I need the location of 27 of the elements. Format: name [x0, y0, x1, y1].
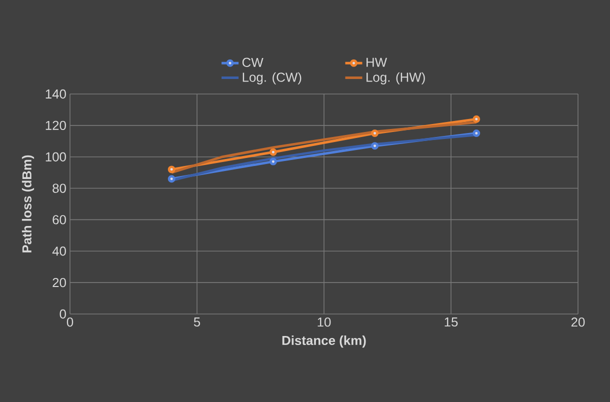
y-tick-label: 80: [52, 184, 66, 193]
y-tick-label: 40: [52, 246, 66, 256]
legend-label: Log. (HW): [366, 72, 425, 84]
point: [371, 130, 379, 138]
x-tick-label: 20: [571, 318, 585, 327]
y-tick-label: 100: [46, 152, 66, 162]
y-tick-label: 0: [60, 309, 66, 319]
y-tick-label: 20: [52, 278, 66, 288]
x-tick-label: 5: [194, 318, 200, 327]
x-tick-label: 10: [318, 318, 331, 327]
point: [269, 158, 277, 166]
point: [168, 175, 176, 183]
y-axis-title: Path loss (dBm): [22, 155, 34, 252]
point: [472, 130, 480, 138]
legend-label: CW: [242, 58, 264, 67]
point: [168, 166, 176, 174]
point: [371, 142, 379, 150]
y-tick-label: 60: [52, 215, 66, 224]
y-tick-label: 140: [46, 89, 66, 99]
point: [269, 148, 277, 156]
point: [472, 115, 480, 123]
x-axis-title: Distance (km): [282, 336, 366, 348]
x-tick-label: 0: [66, 318, 74, 327]
y-tick-label: 120: [46, 120, 66, 130]
x-tick-label: 15: [444, 318, 458, 327]
legend-label: Log. (CW): [242, 72, 302, 84]
legend-label: HW: [366, 58, 388, 67]
